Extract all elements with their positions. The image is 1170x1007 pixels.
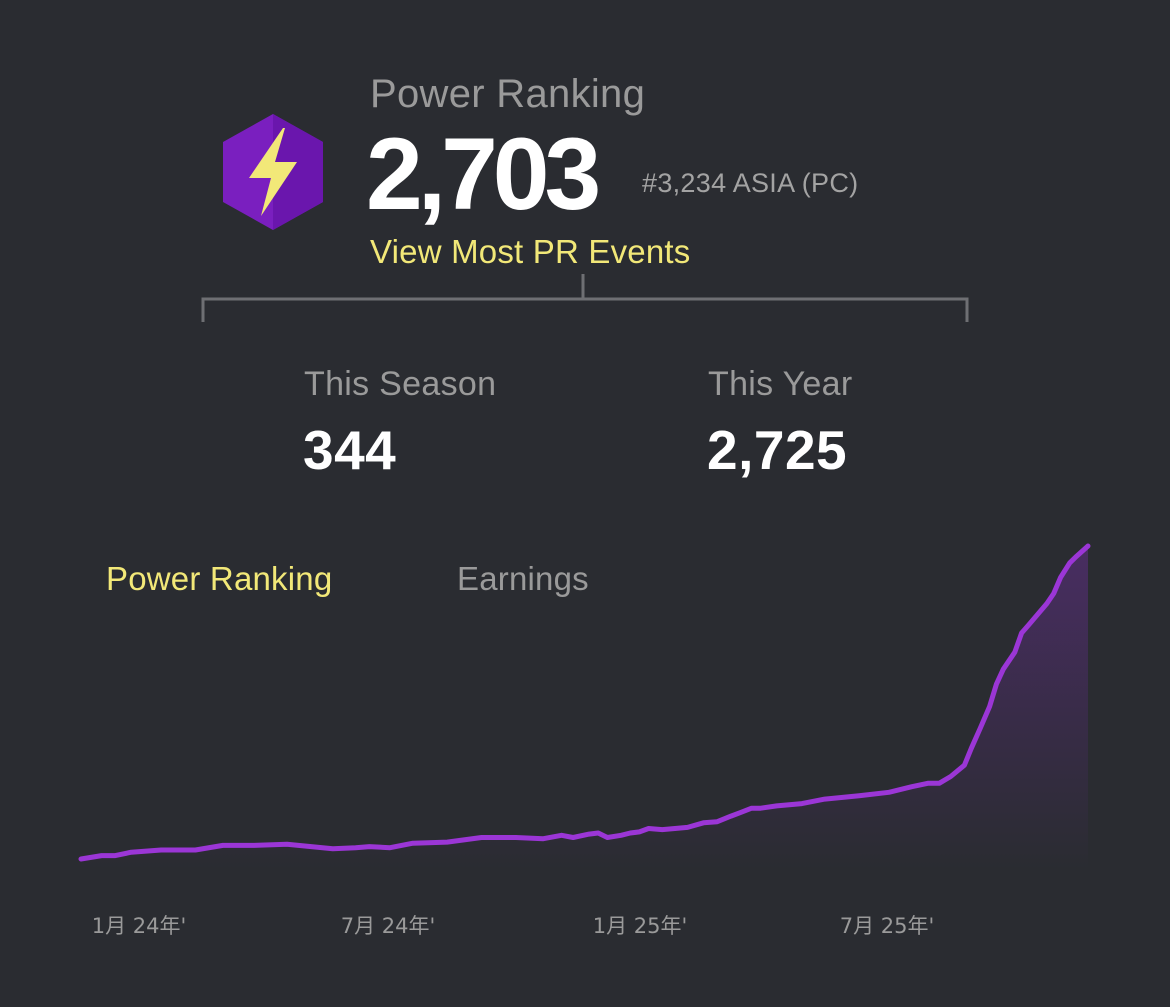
lightning-hexagon-icon [223,114,323,230]
x-axis: 1月 24年' 7月 24年' 1月 25年' 7月 25年' [92,914,935,938]
x-tick-label: 7月 25年' [840,914,935,938]
region-rank: #3,234 ASIA (PC) [642,168,859,198]
x-tick-label: 7月 24年' [341,914,436,938]
stats-bracket-divider [201,274,969,322]
tab-earnings[interactable]: Earnings [457,560,589,597]
series-area-fill [81,546,1088,870]
this-year-label: This Year [708,365,853,403]
view-most-pr-events-link[interactable]: View Most PR Events [370,233,691,270]
power-ranking-score: 2,703 [366,117,601,231]
this-year-value: 2,725 [707,419,848,481]
x-tick-label: 1月 25年' [593,914,688,938]
this-season-value: 344 [303,419,397,481]
x-tick-label: 1月 24年' [92,914,187,938]
this-season-label: This Season [304,365,497,403]
tab-power-ranking[interactable]: Power Ranking [106,560,333,597]
series-line [78,543,1091,862]
power-ranking-title: Power Ranking [370,72,646,116]
